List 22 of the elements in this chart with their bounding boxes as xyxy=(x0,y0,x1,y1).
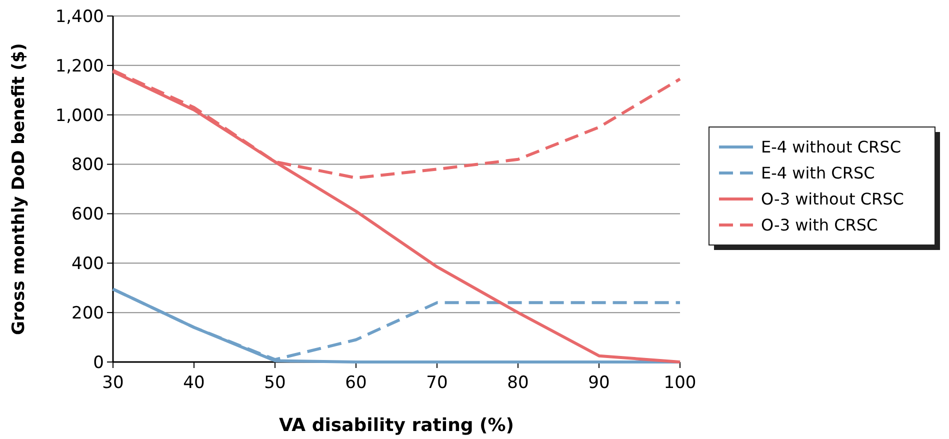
y-tick-label: 800 xyxy=(72,155,104,176)
y-tick-label: 1,400 xyxy=(55,6,104,27)
y-axis-title: Gross monthly DoD benefit ($) xyxy=(9,43,29,335)
x-tick-label: 30 xyxy=(102,373,124,393)
x-tick-label: 70 xyxy=(426,373,448,393)
y-tick-label: 0 xyxy=(93,352,104,373)
y-tick-label: 200 xyxy=(72,304,104,324)
x-tick-label: 100 xyxy=(664,373,696,393)
x-tick-label: 40 xyxy=(183,373,205,393)
y-tick-label: 1,000 xyxy=(55,106,104,126)
legend-label: E-4 with CRSC xyxy=(761,164,875,183)
x-tick-label: 60 xyxy=(345,373,367,393)
legend-label: E-4 without CRSC xyxy=(761,138,901,157)
legend-label: O-3 without CRSC xyxy=(761,190,904,209)
x-tick-label: 50 xyxy=(264,373,286,393)
x-tick-label: 80 xyxy=(507,373,529,393)
x-axis-title: VA disability rating (%) xyxy=(278,415,514,436)
x-tick-label: 90 xyxy=(588,373,610,393)
y-tick-label: 400 xyxy=(72,254,104,274)
y-tick-label: 600 xyxy=(72,204,104,225)
y-tick-label: 1,200 xyxy=(55,56,104,76)
legend-label: O-3 with CRSC xyxy=(761,216,878,235)
